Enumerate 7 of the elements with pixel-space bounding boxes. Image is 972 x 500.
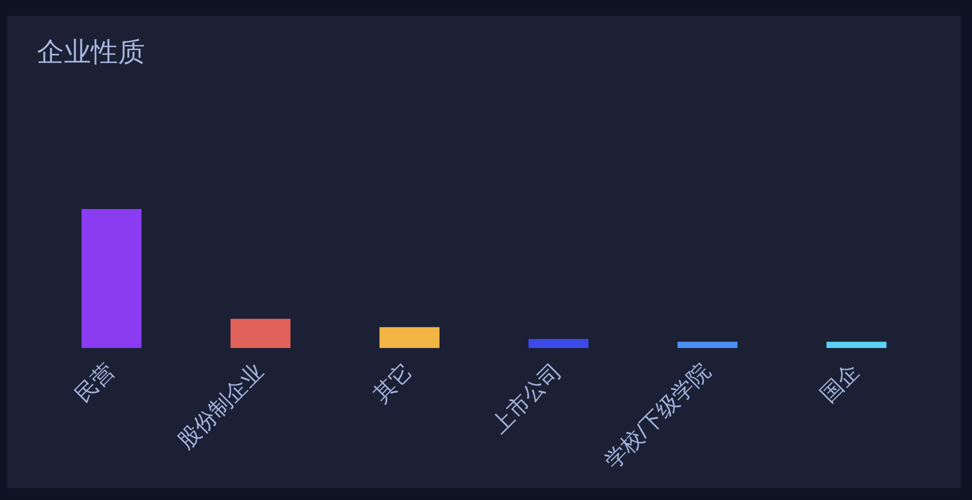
x-label: 学校/下级学院 xyxy=(600,358,716,474)
title: 企业性质 xyxy=(37,37,145,67)
x-label: 上市公司 xyxy=(486,358,566,438)
x-label: 股份制企业 xyxy=(172,358,268,454)
x-label: 其它 xyxy=(368,358,418,407)
x-label: 国企 xyxy=(816,358,864,407)
x-label: 民营 xyxy=(70,358,120,407)
